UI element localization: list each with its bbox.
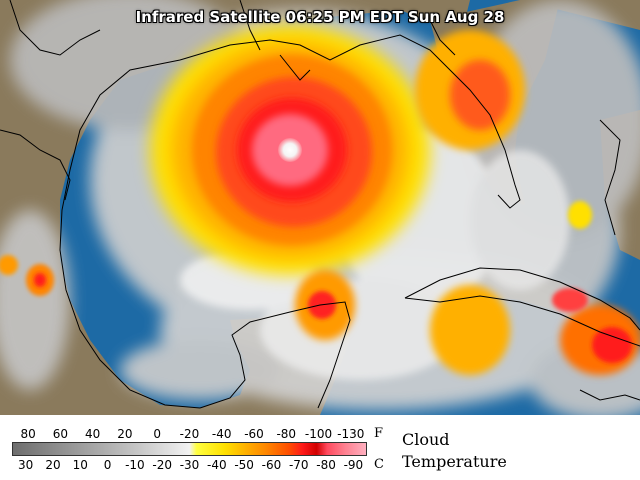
- map-title: Infrared Satellite 06:25 PM EDT Sun Aug …: [135, 8, 505, 26]
- fahrenheit-tick: -60: [244, 427, 264, 441]
- celsius-unit: C: [374, 457, 384, 472]
- temperature-legend: 80 60 40 20 0 -20 -40 -60 -80 -100 -130 30 20 10 0 -10…: [0, 415, 640, 480]
- celsius-tick: -90: [343, 458, 364, 472]
- celsius-tick: 10: [72, 458, 88, 472]
- hurricane-eye: [278, 138, 302, 162]
- celsius-scale: 30 20 10 0 -10 -20 -30 -40 -50 -60 -70 -80 -90: [12, 458, 367, 472]
- coastlines: [0, 0, 640, 409]
- fahrenheit-unit: F: [374, 426, 384, 441]
- fahrenheit-tick: 0: [153, 427, 162, 441]
- legend-title-cloud: Cloud: [402, 430, 450, 449]
- legend-title-temperature: Temperature: [402, 452, 507, 471]
- celsius-tick: 20: [45, 458, 61, 472]
- celsius-tick: -30: [179, 458, 200, 472]
- celsius-tick: -60: [261, 458, 282, 472]
- satellite-image: [0, 0, 640, 415]
- fahrenheit-tick: -20: [179, 427, 200, 441]
- fahrenheit-tick: 60: [52, 427, 69, 441]
- fahrenheit-tick: 20: [117, 427, 133, 441]
- celsius-tick: -10: [125, 458, 145, 472]
- fahrenheit-tick: -40: [211, 427, 232, 441]
- satellite-map: Infrared Satellite 06:25 PM EDT Sun Aug …: [0, 0, 640, 415]
- celsius-tick: 0: [103, 458, 112, 472]
- celsius-tick: -40: [207, 458, 227, 472]
- fahrenheit-tick: -130: [337, 427, 365, 441]
- fahrenheit-tick: 80: [20, 427, 36, 441]
- celsius-tick: 30: [18, 458, 34, 472]
- celsius-tick: -50: [234, 458, 254, 472]
- celsius-tick: -70: [288, 458, 309, 472]
- fahrenheit-tick: 40: [85, 427, 101, 441]
- fahrenheit-tick: -80: [276, 427, 297, 441]
- celsius-tick: -20: [152, 458, 173, 472]
- celsius-tick: -80: [316, 458, 336, 472]
- fahrenheit-scale: 80 60 40 20 0 -20 -40 -60 -80 -100 -130: [12, 427, 367, 441]
- temperature-color-bar: [12, 442, 367, 456]
- fahrenheit-tick: -100: [304, 427, 333, 441]
